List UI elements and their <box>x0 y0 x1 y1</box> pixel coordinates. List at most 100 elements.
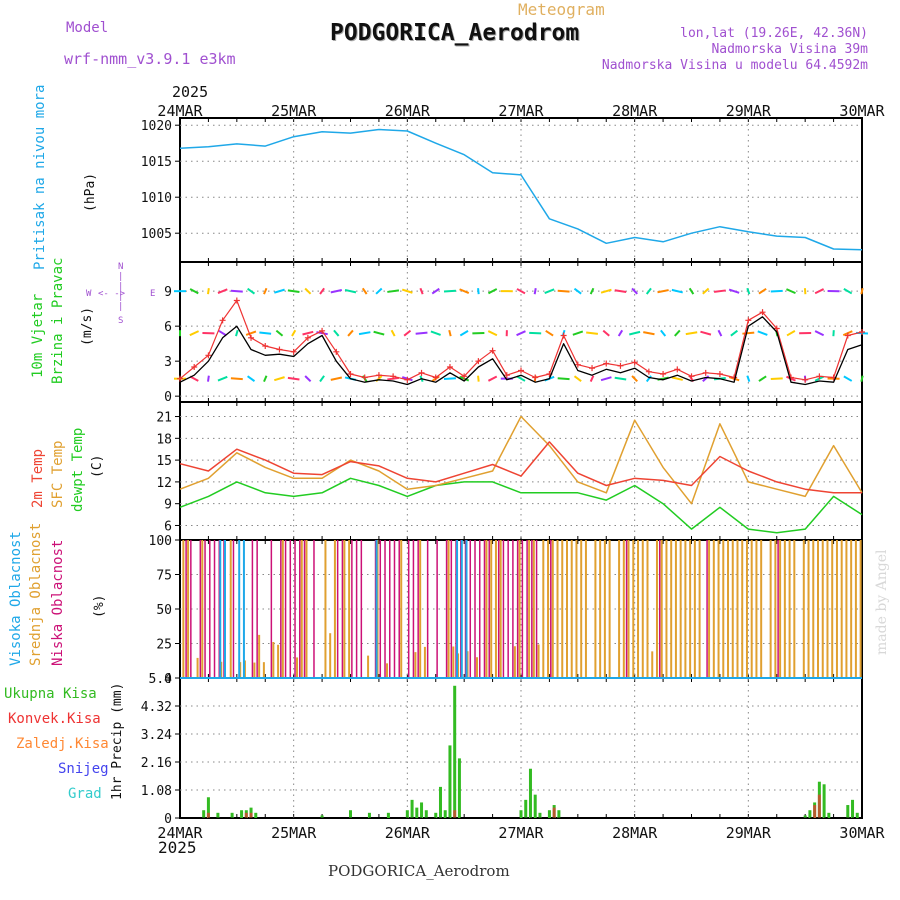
wind-gust-marker <box>319 327 326 334</box>
temp-unit: (C) <box>90 454 105 478</box>
compass-n: N <box>118 262 124 272</box>
wind-direction-arrow <box>713 289 726 293</box>
wind-ylabel-sub: Brzina i Pravac <box>50 257 66 384</box>
wind-direction-arrow <box>860 287 864 295</box>
compass-w: W <box>86 289 92 299</box>
wind-direction-arrow <box>602 329 610 337</box>
grid-lines <box>180 118 862 818</box>
wind-direction-arrow <box>529 331 542 335</box>
lonlat-label: lon,lat (19.26E, 42.36N) <box>680 26 868 41</box>
wind-gust-marker <box>248 334 255 341</box>
wind-direction-arrow <box>671 288 683 294</box>
wind-gust-marker <box>432 374 439 381</box>
wind-gust-marker <box>489 347 496 354</box>
wind-direction-arrow <box>263 287 268 295</box>
wind-direction-arrow <box>516 375 526 382</box>
wind-gust-marker <box>361 374 368 381</box>
precip-total-bar <box>448 745 452 818</box>
wind-direction-arrow <box>533 288 537 295</box>
wind-direction-arrow <box>702 375 710 383</box>
precip-panel <box>180 685 862 819</box>
y-tick-label: 6 <box>164 320 172 335</box>
wind-direction-arrow <box>302 330 314 336</box>
wind-direction-arrow <box>674 329 681 337</box>
wind-direction-arrow <box>557 377 570 381</box>
y-tick-label: 15 <box>156 454 172 469</box>
compass-horizontal-icon: <- -> <box>98 289 126 299</box>
wind-gust-marker <box>233 297 240 304</box>
wind-gust-marker <box>475 358 482 365</box>
watermark: made by Angel <box>874 549 890 656</box>
precip-total-bar <box>533 794 537 818</box>
compass-vertical-icon: | | | | <box>118 272 124 312</box>
wind-direction-arrow <box>415 331 428 335</box>
precip-unit: 1hr Precip (mm) <box>110 682 125 800</box>
precip-total-bar <box>438 786 442 818</box>
wind-direction-arrow <box>443 289 456 293</box>
y-tick-label: 25 <box>156 638 172 653</box>
y-tick-label: 3 <box>164 355 172 370</box>
wind-direction-arrow <box>431 287 440 295</box>
wind-direction-arrow <box>319 287 325 295</box>
wind-direction-arrow <box>757 330 768 336</box>
legend-convective-rain: Konvek.Kisa <box>8 711 101 727</box>
precip-total-bar <box>851 799 855 818</box>
precip-convective-bar <box>249 812 253 818</box>
wind-gust-marker <box>631 359 638 366</box>
wind-direction-arrow <box>843 288 853 295</box>
y-tick-label: 1010 <box>141 191 172 206</box>
precip-total-bar <box>424 810 428 818</box>
legend-freezing-rain: Zaledj.Kisa <box>16 736 109 752</box>
y-tick-label: 21 <box>156 411 172 426</box>
y-tick-label: 0 <box>164 390 172 405</box>
wind-direction-arrow <box>544 288 555 294</box>
wind-direction-arrow <box>657 289 669 294</box>
wind-direction-arrow <box>814 330 825 337</box>
wind-direction-arrow <box>347 329 354 337</box>
precip-total-bar <box>855 812 859 818</box>
wind-direction-arrow <box>373 330 385 336</box>
wind-direction-arrow <box>247 375 256 382</box>
wind-direction-arrow <box>375 287 383 295</box>
wind-gust-marker <box>347 371 354 377</box>
temp-sfc-label: SFC Temp <box>50 440 66 508</box>
wind-direction-arrow <box>758 287 767 295</box>
year-bottom: 2025 <box>158 838 197 857</box>
precip-convective-bar <box>552 807 556 818</box>
cloud-mid-label: Srednja Oblacnost <box>28 522 44 666</box>
wind-gust-marker <box>375 372 382 379</box>
wind-direction-arrow <box>477 375 480 382</box>
wind-direction-arrow <box>685 331 698 336</box>
precip-total-bar <box>240 810 244 818</box>
wind-direction-arrow <box>730 329 739 337</box>
wind-direction-arrow <box>230 289 243 293</box>
x-tick-bottom: 29MAR <box>726 824 772 842</box>
precip-total-bar <box>822 784 826 818</box>
precip-total-bar <box>453 685 457 818</box>
wind-gust-marker <box>219 317 226 324</box>
temp-2m-label: 2m Temp <box>30 448 46 508</box>
year-top: 2025 <box>172 83 209 101</box>
y-tick-label: 6 <box>164 519 172 534</box>
pressure-panel <box>179 128 863 251</box>
wind-direction-arrow <box>843 375 853 382</box>
wind-direction-arrow <box>742 331 755 335</box>
compass-e: E <box>150 289 156 299</box>
wind-gust-marker <box>773 325 780 332</box>
wind-direction-arrow <box>477 288 480 295</box>
wind-gust-marker <box>461 373 468 380</box>
pressure-unit: (hPa) <box>83 172 98 212</box>
wind-gust-marker <box>177 375 183 382</box>
wind-direction-arrow <box>671 376 683 381</box>
precip-total-bar <box>808 810 812 818</box>
wind-gust-marker <box>859 329 865 335</box>
wind-direction-arrow <box>218 329 227 337</box>
wind-direction-arrow <box>614 376 627 381</box>
wind-direction-arrow <box>770 377 783 380</box>
wind-direction-arrow <box>487 288 498 295</box>
precip-total-bar <box>803 815 807 818</box>
wind-gust-marker <box>290 348 297 355</box>
wind-direction-arrow <box>600 288 612 294</box>
wind-speed-line <box>179 316 863 386</box>
